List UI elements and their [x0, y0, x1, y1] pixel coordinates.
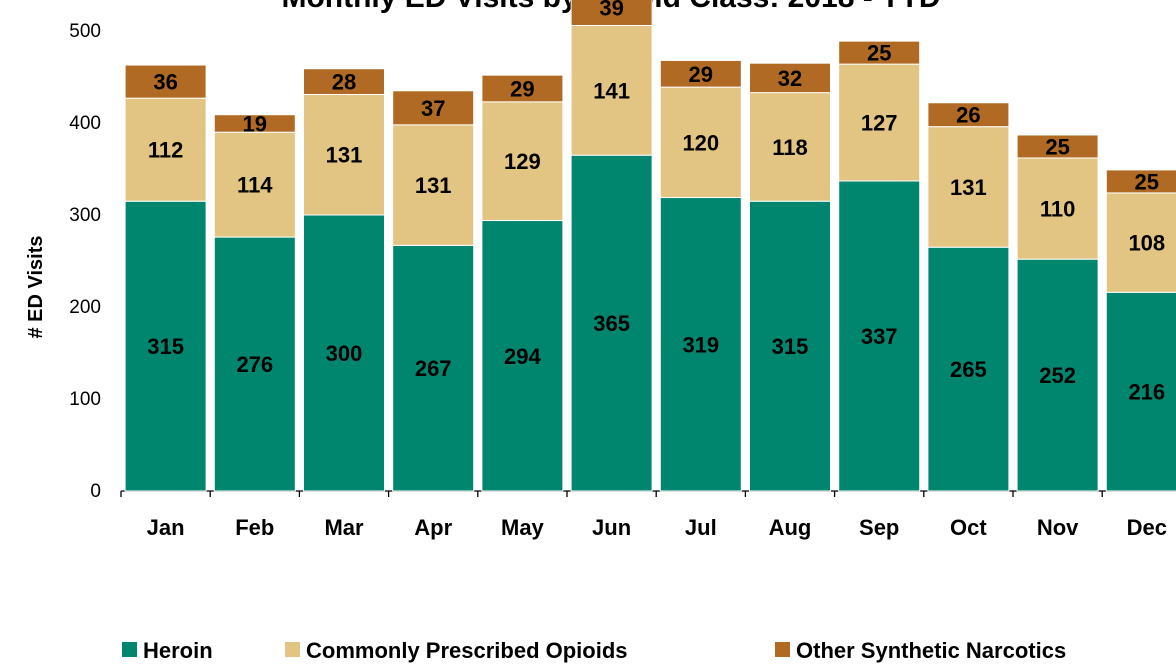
bar-segment-heroin — [570, 154, 653, 492]
data-label: 294 — [504, 344, 541, 369]
data-label: 29 — [510, 77, 534, 102]
data-label: 337 — [861, 324, 898, 349]
bar-segment-heroin — [1016, 258, 1099, 492]
bar-segment-commonly-prescribed-opioids — [481, 101, 564, 222]
data-label: 315 — [772, 334, 809, 359]
data-label: 32 — [778, 66, 802, 91]
legend: Heroin Commonly Prescribed Opioids Other S… — [122, 638, 1066, 663]
x-tick-label: Oct — [950, 515, 987, 540]
bar-segment-commonly-prescribed-opioids — [570, 24, 653, 156]
bar-segment-other-synthetic-narcotics — [838, 40, 921, 65]
data-label: 110 — [1040, 197, 1076, 222]
data-label: 265 — [950, 357, 987, 382]
bar-segment-other-synthetic-narcotics — [659, 59, 742, 88]
data-label: 36 — [153, 70, 177, 95]
bar-segment-commonly-prescribed-opioids — [749, 92, 831, 202]
data-label: 131 — [326, 143, 363, 168]
data-label: 131 — [415, 173, 452, 198]
x-tick-label: Feb — [235, 515, 274, 540]
bar-segment-commonly-prescribed-opioids — [838, 63, 921, 182]
data-label: 108 — [1128, 231, 1165, 256]
y-tick-label: 100 — [69, 389, 101, 410]
legend-swatch — [285, 642, 300, 657]
bar-segment-other-synthetic-narcotics — [1016, 134, 1099, 159]
plot-area: 010020030040050060031511236Jan27611419Fe… — [69, 0, 1176, 540]
bar-segment-other-synthetic-narcotics — [213, 114, 296, 133]
data-label: 365 — [593, 311, 630, 336]
y-tick-label: 200 — [69, 297, 101, 318]
data-label: 129 — [504, 149, 541, 174]
data-label: 141 — [593, 78, 630, 103]
bar-segment-other-synthetic-narcotics — [481, 74, 564, 103]
bar-segment-commonly-prescribed-opioids — [659, 86, 742, 199]
data-label: 39 — [599, 0, 623, 21]
x-tick-label: Jan — [147, 515, 185, 540]
legend-label: Other Synthetic Narcotics — [796, 638, 1066, 663]
y-tick-label: 400 — [69, 113, 101, 134]
legend-label: Commonly Prescribed Opioids — [306, 638, 628, 663]
bar-segment-commonly-prescribed-opioids — [213, 131, 296, 238]
legend-label: Heroin — [143, 638, 213, 663]
x-tick-label: Mar — [324, 515, 364, 540]
bar-segment-other-synthetic-narcotics — [124, 64, 207, 99]
bar-segment-commonly-prescribed-opioids — [392, 124, 475, 246]
data-label: 25 — [1045, 134, 1069, 159]
data-label: 120 — [682, 130, 719, 155]
data-label: 37 — [421, 96, 445, 121]
data-label: 216 — [1128, 380, 1165, 405]
x-tick-label: Sep — [859, 515, 899, 540]
x-tick-label: Jul — [685, 515, 717, 540]
bar-segment-other-synthetic-narcotics — [392, 90, 475, 126]
bar-segment-commonly-prescribed-opioids — [1105, 192, 1176, 293]
bar-segment-other-synthetic-narcotics — [927, 102, 1010, 128]
x-tick-label: Nov — [1037, 515, 1079, 540]
bar-segment-commonly-prescribed-opioids — [927, 126, 1010, 248]
data-label: 319 — [682, 332, 719, 357]
y-tick-label: 300 — [69, 205, 101, 226]
bar-segment-commonly-prescribed-opioids — [303, 93, 385, 216]
data-label: 252 — [1039, 363, 1076, 388]
bar-segment-other-synthetic-narcotics — [303, 68, 385, 95]
bar-segment-heroin — [124, 200, 207, 492]
data-label: 25 — [1135, 169, 1159, 194]
x-tick-label: May — [501, 515, 545, 540]
x-tick-label: Aug — [769, 515, 812, 540]
bar-segment-other-synthetic-narcotics — [1105, 169, 1176, 194]
data-label: 114 — [237, 173, 273, 198]
y-tick-label: 500 — [69, 21, 101, 42]
bar-segment-heroin — [481, 220, 564, 492]
data-label: 315 — [147, 334, 184, 359]
y-tick-label: 0 — [90, 481, 101, 502]
bar-segment-heroin — [749, 200, 831, 492]
bar-segment-heroin — [213, 236, 296, 492]
data-label: 26 — [956, 103, 980, 128]
data-label: 300 — [326, 341, 363, 366]
y-axis-label: # ED Visits — [25, 235, 47, 338]
bar-segment-other-synthetic-narcotics — [570, 0, 653, 26]
bar-segment-heroin — [1105, 291, 1176, 492]
bar-segment-other-synthetic-narcotics — [749, 62, 831, 94]
data-label: 19 — [243, 111, 267, 136]
legend-swatch — [775, 642, 790, 657]
data-label: 29 — [689, 62, 713, 87]
x-tick-label: Dec — [1127, 515, 1167, 540]
data-label: 131 — [950, 175, 987, 200]
data-label: 28 — [332, 70, 356, 95]
x-tick-label: Jun — [592, 515, 631, 540]
data-label: 127 — [861, 111, 898, 136]
data-label: 112 — [148, 138, 184, 163]
data-label: 276 — [236, 352, 273, 377]
data-label: 118 — [772, 135, 808, 160]
data-label: 267 — [415, 356, 452, 381]
bar-segment-heroin — [838, 180, 921, 492]
x-tick-label: Apr — [414, 515, 452, 540]
data-label: 25 — [867, 41, 891, 66]
bar-segment-heroin — [303, 214, 385, 492]
legend-swatch — [122, 642, 137, 657]
